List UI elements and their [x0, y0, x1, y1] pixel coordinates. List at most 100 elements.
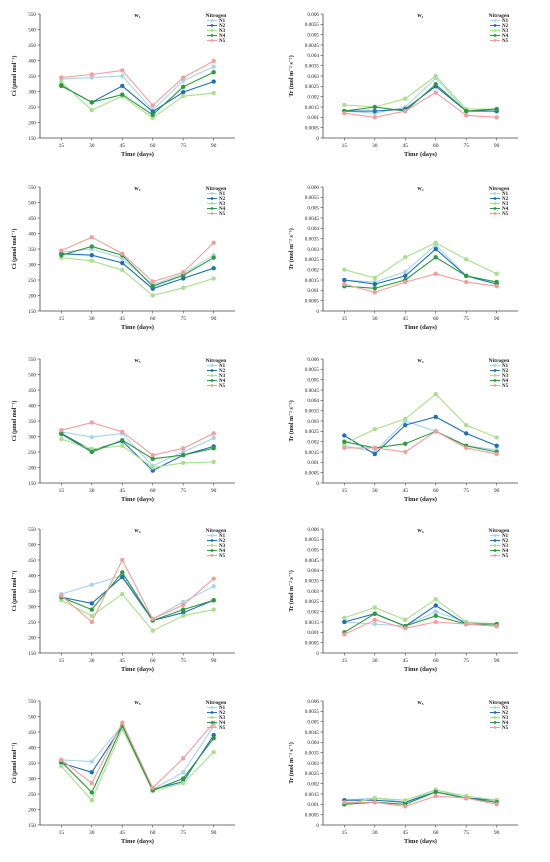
x-tick-label: 90: [211, 316, 217, 322]
legend-marker: [210, 706, 214, 709]
legend-entry: N1: [219, 534, 226, 539]
legend-marker: [210, 539, 214, 542]
legend-marker: [493, 384, 497, 387]
data-point-n3: [89, 258, 94, 263]
y-tick-label: 0.0035: [305, 63, 320, 69]
data-point-n5: [342, 445, 347, 451]
data-point-n5: [342, 281, 347, 287]
y-tick-label: 0.006: [307, 357, 319, 363]
y-axis-label: Tr (mol m⁻² s⁻¹): [288, 228, 295, 270]
y-tick-label: 0.001: [307, 630, 319, 636]
series-line-n2: [61, 576, 214, 622]
y-tick-label: 200: [28, 293, 36, 299]
data-point-n5: [372, 115, 377, 120]
y-tick-label: 0.0045: [305, 43, 320, 49]
x-tick-label: 30: [89, 658, 95, 664]
data-point-n5: [433, 429, 438, 434]
legend-entry: N1: [502, 534, 509, 539]
legend-marker: [493, 726, 497, 729]
data-point-n4: [464, 108, 469, 114]
legend-entry: N5: [219, 726, 226, 731]
x-tick-label: 30: [89, 316, 95, 322]
data-point-n3: [150, 465, 155, 470]
legend-title: Nitrogen: [489, 13, 510, 19]
data-point-n3: [403, 255, 408, 260]
data-point-n2: [494, 443, 499, 448]
data-point-n4: [181, 84, 186, 90]
x-tick-label: 90: [211, 143, 217, 149]
data-point-n5: [403, 108, 408, 114]
data-point-n3: [494, 271, 499, 276]
data-point-n5: [342, 800, 347, 805]
y-tick-label: 0.0025: [305, 599, 320, 605]
x-tick-label: 30: [89, 830, 95, 836]
y-axis-label: Tr (mol m⁻² s⁻¹): [288, 55, 295, 97]
data-point-n2: [89, 601, 94, 606]
legend-title: Nitrogen: [206, 13, 227, 19]
data-point-n4: [89, 790, 94, 795]
data-point-n4: [464, 273, 469, 279]
legend-marker: [493, 721, 497, 724]
x-tick-label: 75: [463, 316, 469, 322]
y-tick-label: 0: [316, 481, 319, 487]
y-tick-label: 0.006: [307, 185, 319, 191]
y-tick-label: 0.003: [307, 589, 319, 595]
data-point-n4: [433, 255, 438, 260]
data-point-n1: [433, 609, 438, 614]
y-tick-label: 0.002: [307, 439, 319, 445]
legend-marker: [210, 379, 214, 382]
x-tick-label: 45: [403, 488, 409, 494]
y-tick-label: 0.0015: [305, 792, 320, 798]
y-tick-label: 0.0015: [305, 105, 320, 111]
x-tick-label: 45: [403, 830, 409, 836]
series-line-n2: [344, 416, 497, 455]
data-point-n3: [150, 628, 155, 633]
series-line-n4: [61, 571, 214, 622]
legend-marker: [210, 549, 214, 552]
y-axis-label: Ci (μmol mol⁻¹): [11, 229, 18, 270]
y-tick-label: 0.002: [307, 94, 319, 100]
data-point-n1: [372, 621, 377, 627]
legend-marker: [493, 379, 497, 382]
data-point-n4: [59, 252, 64, 258]
chart-panel-10: 0 0.0005 0.001 0.0015 0.002 0.0025 0.003 0.0035…: [288, 699, 518, 845]
y-tick-label: 450: [28, 388, 36, 394]
data-point-n3: [120, 267, 125, 273]
data-point-n5: [342, 632, 347, 637]
legend-entry: N3: [219, 202, 226, 207]
chart-panel-4: 0 0.0005 0.001 0.0015 0.002 0.0025 0.003 0.0035…: [288, 185, 518, 331]
data-point-n3: [211, 276, 216, 281]
data-point-n5: [433, 793, 438, 799]
data-point-n5: [150, 103, 155, 108]
y-tick-label: 0.0035: [305, 578, 320, 584]
y-tick-label: 0.003: [307, 247, 319, 253]
data-point-n5: [150, 452, 155, 458]
legend-marker: [493, 364, 497, 367]
data-point-n3: [342, 267, 347, 272]
legend-entry: N3: [502, 374, 509, 379]
data-point-n4: [403, 441, 408, 446]
y-tick-label: 0.003: [307, 74, 319, 80]
y-tick-label: 0.003: [307, 761, 319, 767]
series-line-n5: [61, 60, 214, 107]
y-tick-label: 350: [28, 761, 36, 767]
data-point-n4: [181, 607, 186, 612]
x-tick-label: 15: [342, 488, 348, 494]
x-tick-label: 60: [150, 316, 156, 322]
data-point-n4: [89, 607, 94, 612]
legend-entry: N1: [219, 19, 226, 24]
series-line-n3: [344, 598, 497, 625]
x-axis-label: Time (days): [404, 324, 437, 331]
series-line-n4: [61, 433, 214, 460]
y-tick-label: 450: [28, 216, 36, 222]
y-tick-label: 200: [28, 465, 36, 471]
legend-marker: [210, 384, 214, 387]
legend-title: Nitrogen: [206, 186, 227, 192]
legend-entry: N4: [502, 207, 509, 212]
series-line-n2: [344, 248, 497, 285]
legend-marker: [210, 716, 214, 719]
legend-marker: [210, 29, 214, 32]
x-tick-label: 15: [342, 830, 348, 836]
data-point-n3: [181, 285, 186, 290]
data-point-n2: [372, 108, 377, 114]
